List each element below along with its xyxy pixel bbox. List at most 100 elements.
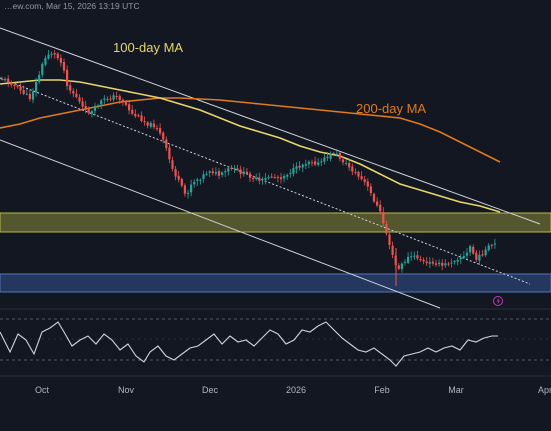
price-panel (0, 13, 551, 309)
candle-body (0, 78, 4, 80)
x-tick-label: Feb (374, 385, 390, 395)
candle-body (193, 181, 196, 185)
candle-body (270, 176, 273, 178)
x-tick-label: 2026 (286, 385, 306, 395)
candle-body (221, 172, 224, 175)
candle-body (186, 192, 190, 194)
header-text: …ew.com, Mar 15, 2026 13:19 UTC (4, 1, 140, 11)
candle-body (25, 93, 28, 95)
candle-body (419, 259, 422, 261)
candle-body (196, 179, 199, 181)
candle-body (53, 53, 56, 55)
candle-body (205, 173, 208, 175)
candle-body (295, 166, 298, 169)
candle-body (50, 53, 53, 55)
candle-body (332, 153, 335, 154)
time-axis: Oct Nov Dec 2026 Feb Mar Apr (35, 385, 551, 395)
candle-body (118, 96, 121, 101)
candle-body (301, 164, 304, 168)
candle-body (397, 265, 400, 269)
candle-body (131, 109, 134, 114)
candle-body (484, 249, 487, 256)
candle-body (264, 177, 267, 180)
candle-body (106, 99, 109, 100)
candle-body (87, 109, 90, 113)
candle-body (38, 75, 41, 82)
candle-body (304, 163, 307, 166)
candle-body (159, 128, 162, 134)
candle-body (35, 82, 38, 93)
candle-body (310, 162, 314, 164)
x-tick-label: Dec (202, 385, 219, 395)
candle-body (190, 184, 193, 193)
x-tick-label: Oct (35, 385, 50, 395)
candle-body (360, 176, 363, 180)
candle-body (115, 96, 118, 97)
candle-body (217, 171, 221, 176)
candle-body (242, 171, 245, 175)
candle-body (4, 79, 7, 80)
candle-body (478, 254, 481, 261)
candle-body (81, 101, 84, 107)
candle-body (152, 123, 155, 128)
candle-body (174, 169, 177, 177)
candle-body (425, 261, 428, 264)
candle-body (431, 261, 434, 264)
x-tick-label: Mar (448, 385, 464, 395)
candle-body (438, 262, 441, 265)
candle-body (109, 98, 112, 100)
candle-body (31, 91, 35, 100)
candle-body (335, 153, 338, 155)
candle-body (363, 179, 366, 183)
candle-body (69, 85, 72, 91)
candle-body (493, 243, 496, 245)
channel-lower-line (0, 139, 441, 309)
candle-body (56, 53, 59, 59)
candle-body (487, 245, 490, 251)
candle-body (177, 175, 180, 180)
candle-body (112, 95, 115, 100)
candle-body (369, 186, 372, 194)
candle-body (410, 256, 413, 258)
candle-body (385, 224, 388, 234)
rsi-panel (0, 318, 551, 367)
support-zone (0, 273, 551, 293)
candle-body (413, 255, 416, 257)
candle-body (462, 256, 465, 258)
channel-mid-line (0, 77, 531, 285)
candle-body (469, 246, 472, 253)
candle-body (490, 244, 493, 246)
candle-body (155, 128, 159, 130)
candle-body (283, 176, 286, 179)
x-tick-label: Nov (118, 385, 135, 395)
candle-body (366, 181, 369, 187)
candle-body (22, 90, 25, 94)
candle-body (236, 168, 239, 170)
candle-body (459, 257, 462, 260)
candle-body (180, 178, 183, 186)
candle-body (447, 263, 450, 265)
candle-body (317, 162, 320, 165)
candle-body (72, 91, 75, 94)
candle-body (255, 178, 258, 179)
resistance-zone (0, 212, 551, 233)
candle-body (90, 111, 93, 114)
candle-body (441, 262, 444, 266)
candle-body (10, 82, 13, 85)
candle-body (326, 156, 329, 158)
candle-body (233, 168, 236, 170)
candle-body (44, 58, 47, 65)
lightning-icon[interactable] (493, 296, 503, 306)
candle-body (146, 122, 149, 126)
candle-body (168, 147, 171, 160)
candle-body (453, 261, 456, 262)
candle-body (391, 245, 394, 255)
candle-body (208, 171, 211, 173)
candle-body (100, 100, 103, 105)
candle-body (41, 63, 44, 75)
candle-body (279, 177, 283, 180)
candle-body (475, 252, 478, 260)
candle-body (103, 98, 106, 100)
